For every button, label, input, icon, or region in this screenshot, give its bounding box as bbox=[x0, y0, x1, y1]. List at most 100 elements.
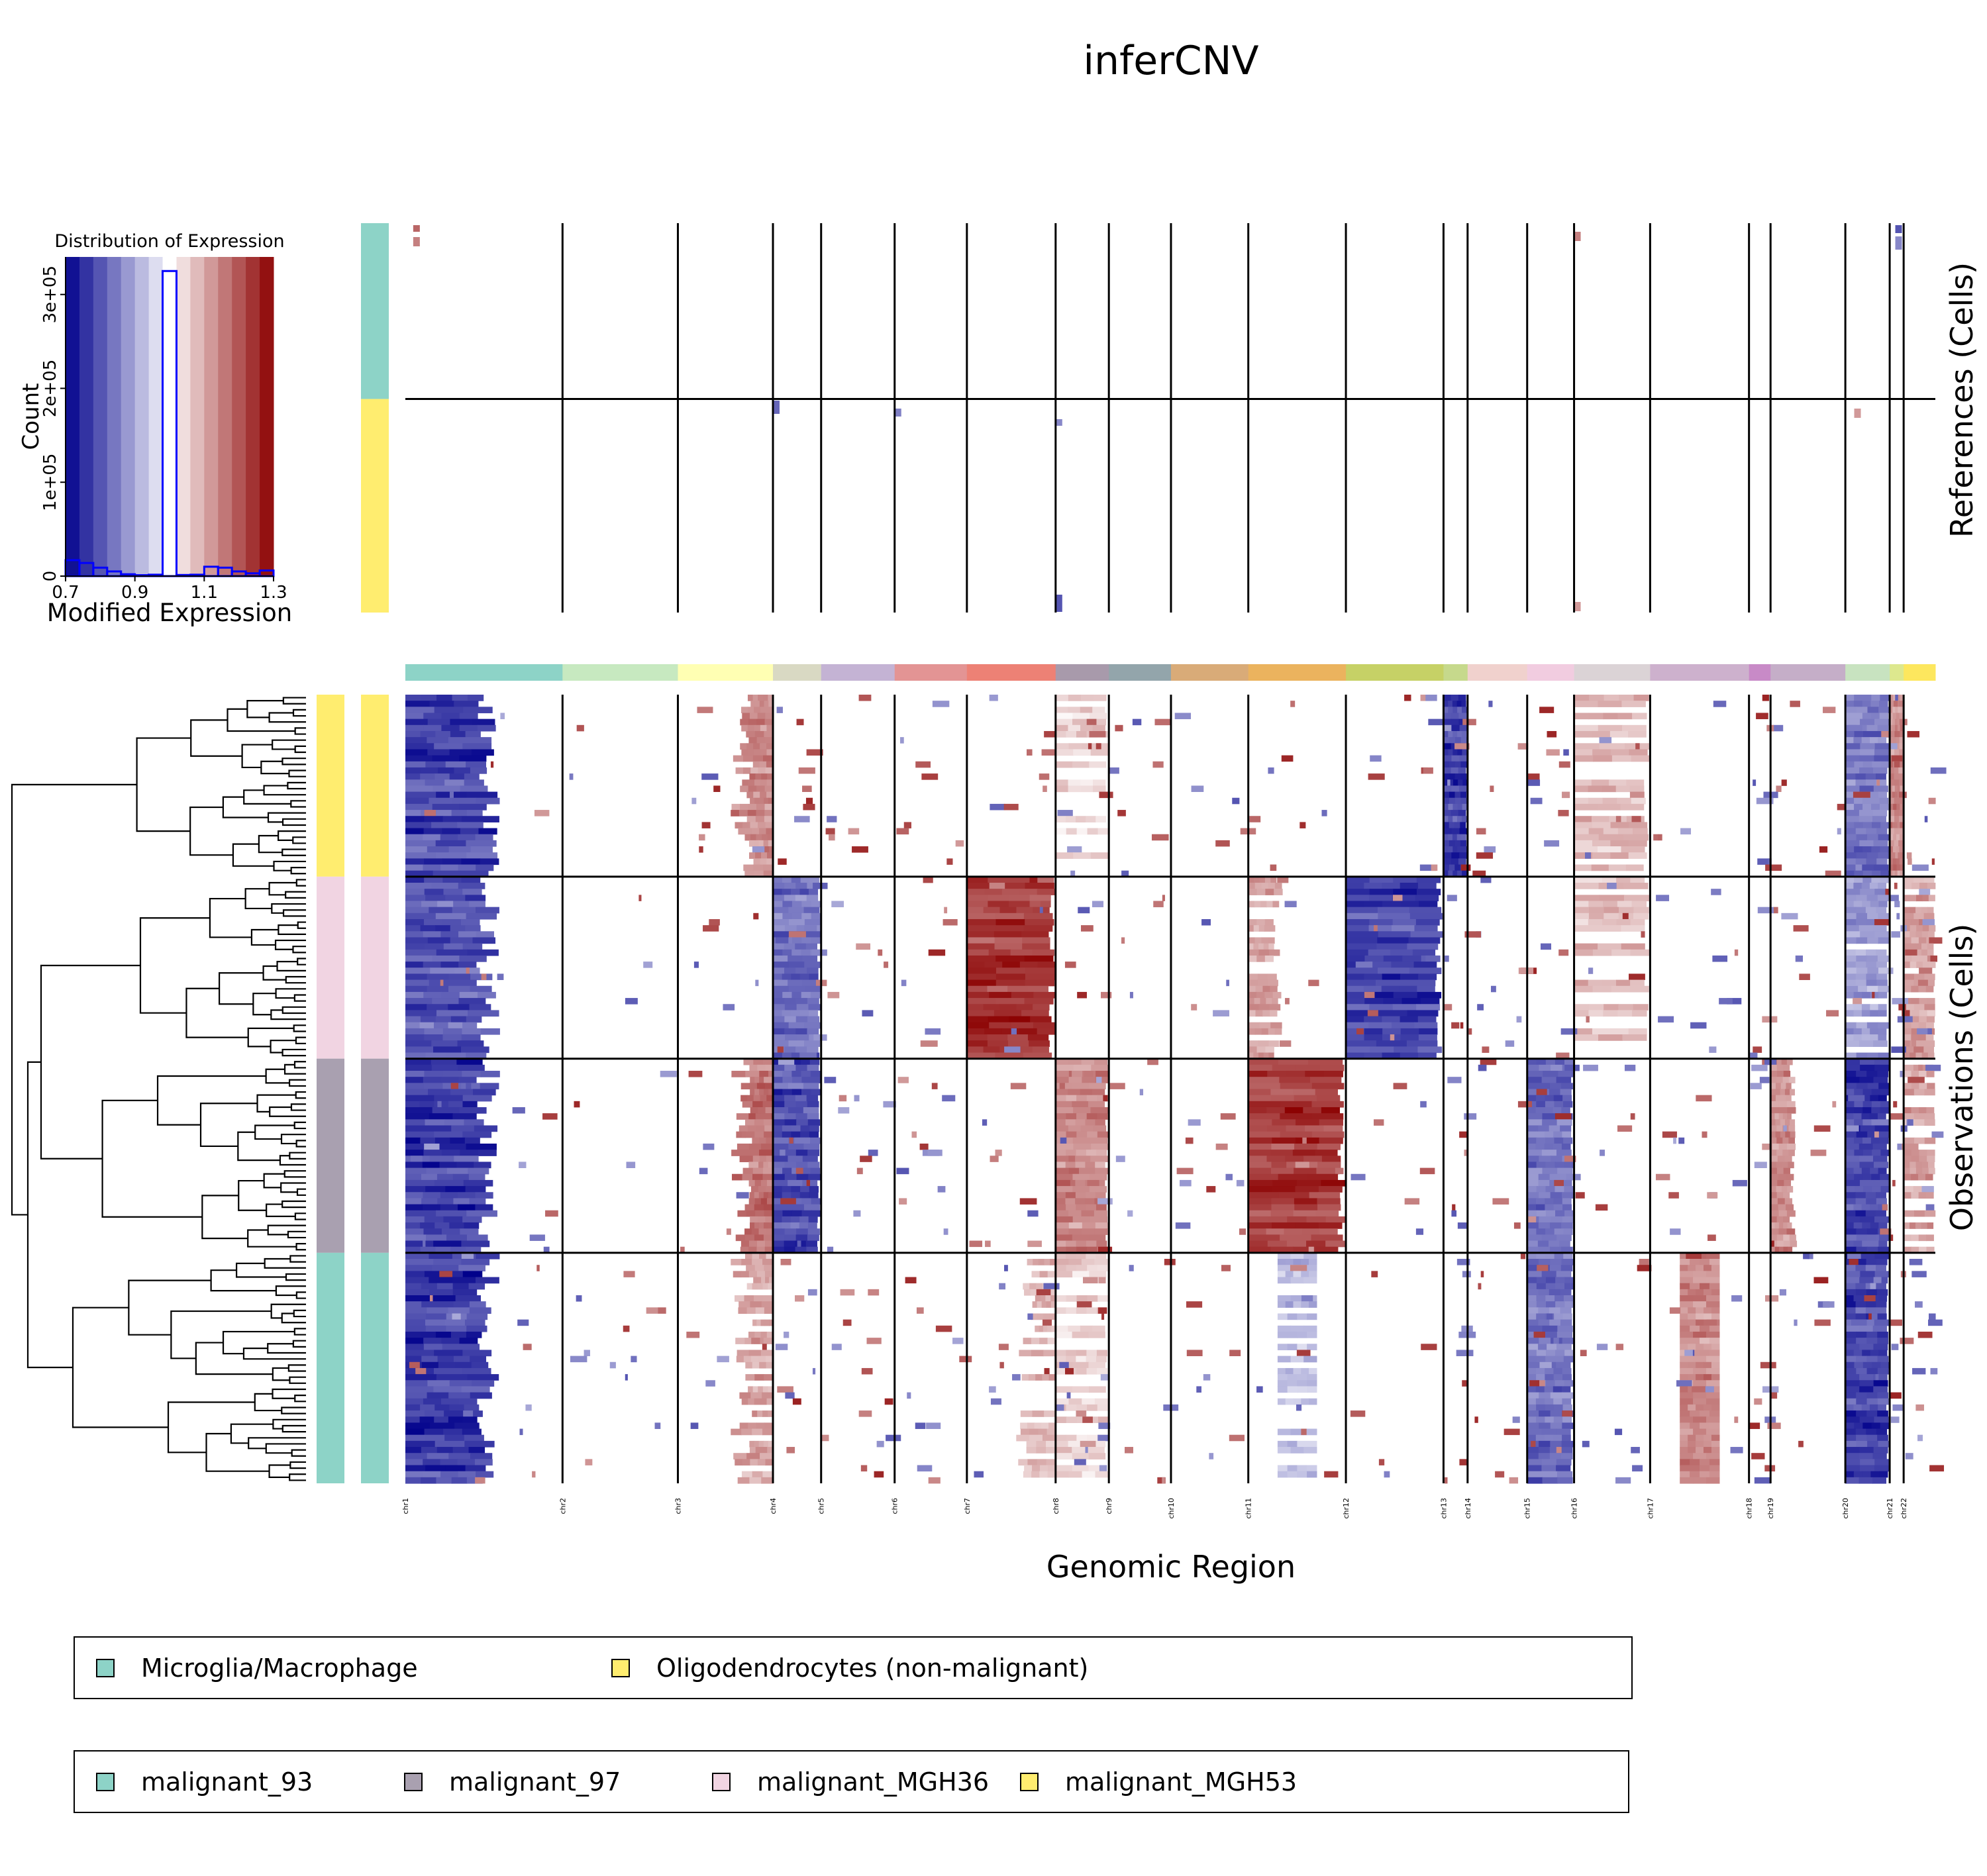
dendrogram-branch bbox=[170, 1310, 272, 1359]
heatmap-cell bbox=[1770, 1143, 1780, 1150]
heatmap-cell bbox=[1443, 749, 1449, 756]
heatmap-cell bbox=[731, 1173, 743, 1181]
heatmap-cell bbox=[1777, 1240, 1784, 1248]
heatmap-cell bbox=[405, 962, 424, 968]
heatmap-cell bbox=[465, 895, 486, 902]
heatmap-cell bbox=[741, 707, 748, 714]
heatmap-cell bbox=[1782, 1137, 1789, 1144]
heatmap-cell bbox=[1553, 1131, 1562, 1138]
dendrogram-branch bbox=[189, 806, 233, 856]
heatmap-cell bbox=[1856, 1022, 1868, 1029]
heatmap-cell bbox=[1845, 1210, 1857, 1217]
heatmap-cell bbox=[1853, 1204, 1862, 1211]
histogram-color-band bbox=[260, 257, 274, 576]
heatmap-cell bbox=[1562, 1398, 1572, 1405]
heatmap-cell bbox=[1711, 1447, 1720, 1454]
dendrogram-branch bbox=[289, 1473, 306, 1481]
dendrogram-branch bbox=[293, 1024, 306, 1032]
heatmap-cell bbox=[741, 724, 748, 732]
heatmap-cell bbox=[1448, 816, 1453, 822]
heatmap-cell bbox=[1055, 1071, 1070, 1077]
heatmap-cell bbox=[811, 1089, 821, 1096]
heatmap-cell bbox=[543, 1246, 550, 1254]
heatmap-cell bbox=[1770, 1216, 1778, 1223]
heatmap-cell bbox=[1527, 1161, 1537, 1169]
heatmap-cell bbox=[1089, 761, 1107, 768]
heatmap-cell bbox=[1693, 1477, 1707, 1484]
heatmap-cell bbox=[1346, 1028, 1365, 1035]
heatmap-cell bbox=[1553, 1204, 1563, 1211]
heatmap-cell bbox=[1562, 1338, 1574, 1344]
heatmap-cell bbox=[1896, 730, 1900, 738]
chromosome-color-segment bbox=[1574, 664, 1651, 681]
heatmap-cell bbox=[1845, 1344, 1860, 1351]
heatmap-cell bbox=[425, 1052, 446, 1060]
heatmap-cell bbox=[791, 1210, 803, 1217]
heatmap-cell bbox=[1621, 701, 1646, 707]
heatmap-cell bbox=[796, 1004, 809, 1011]
heatmap-cell bbox=[1610, 852, 1629, 859]
heatmap-cell bbox=[1527, 1471, 1543, 1478]
heatmap-cell bbox=[1255, 985, 1264, 993]
heatmap-cell bbox=[1786, 1204, 1794, 1211]
heatmap-cell bbox=[784, 1240, 795, 1248]
heatmap-cell bbox=[468, 695, 484, 701]
heatmap-cell bbox=[423, 828, 442, 835]
heatmap-cell bbox=[427, 846, 450, 853]
heatmap-cell bbox=[1400, 973, 1419, 981]
heatmap-cell bbox=[754, 840, 759, 847]
heatmap-cell bbox=[1866, 1022, 1878, 1029]
heatmap-cell bbox=[1900, 730, 1904, 738]
heatmap-cell bbox=[764, 737, 774, 744]
heatmap-cell bbox=[1628, 1028, 1647, 1035]
heatmap-cell bbox=[1892, 724, 1896, 732]
heatmap-cell bbox=[1922, 895, 1929, 902]
heatmap-cell bbox=[1876, 979, 1888, 987]
heatmap-cell bbox=[1311, 1131, 1345, 1138]
heatmap-cell bbox=[1780, 1083, 1786, 1090]
heatmap-cell bbox=[1911, 1246, 1919, 1254]
heatmap-cell bbox=[1176, 1167, 1194, 1175]
heatmap-cell bbox=[1788, 1150, 1795, 1156]
heatmap-cell bbox=[405, 791, 436, 799]
heatmap-cell bbox=[1556, 1234, 1572, 1242]
heatmap-cell bbox=[1564, 1058, 1574, 1065]
heatmap-cell bbox=[1346, 1010, 1377, 1017]
dendrogram-branch bbox=[241, 744, 273, 769]
heatmap-cell bbox=[1551, 1216, 1563, 1223]
heatmap-cell bbox=[1459, 724, 1468, 732]
heatmap-cell bbox=[1527, 1246, 1539, 1254]
heatmap-cell bbox=[1390, 1034, 1395, 1041]
heatmap-cell bbox=[1346, 1046, 1370, 1054]
heatmap-cell bbox=[464, 779, 484, 787]
heatmap-cell bbox=[804, 985, 821, 993]
heatmap-cell bbox=[1862, 846, 1872, 853]
heatmap-cell bbox=[1890, 695, 1894, 701]
heatmap-cell bbox=[1790, 1240, 1798, 1248]
heatmap-cell bbox=[420, 1246, 436, 1254]
heatmap-cell bbox=[1080, 707, 1093, 714]
heatmap-cell bbox=[1856, 1338, 1867, 1344]
heatmap-cell bbox=[1419, 901, 1438, 908]
heatmap-cell bbox=[424, 858, 443, 865]
heatmap-cell bbox=[1793, 925, 1809, 932]
heatmap-cell bbox=[735, 1295, 745, 1302]
heatmap-cell bbox=[472, 937, 496, 944]
heatmap-cell bbox=[796, 1173, 809, 1181]
heatmap-cell bbox=[1770, 1228, 1779, 1235]
dendrogram-branch bbox=[279, 1155, 306, 1166]
heatmap-cell bbox=[1364, 973, 1383, 981]
heatmap-cell bbox=[1284, 1228, 1302, 1235]
heatmap-cell bbox=[750, 1186, 759, 1193]
heatmap-cell bbox=[1452, 870, 1458, 877]
heatmap-cell bbox=[766, 761, 774, 768]
heatmap-cell bbox=[421, 1198, 438, 1205]
heatmap-cell bbox=[829, 834, 835, 841]
heatmap-cell bbox=[733, 1453, 747, 1459]
heatmap-cell bbox=[1527, 1356, 1537, 1363]
heatmap-cell bbox=[1538, 1222, 1551, 1229]
heatmap-cell bbox=[764, 816, 774, 822]
heatmap-cell bbox=[405, 1356, 422, 1363]
heatmap-cell bbox=[1680, 1453, 1694, 1459]
heatmap-cell bbox=[731, 1071, 746, 1077]
